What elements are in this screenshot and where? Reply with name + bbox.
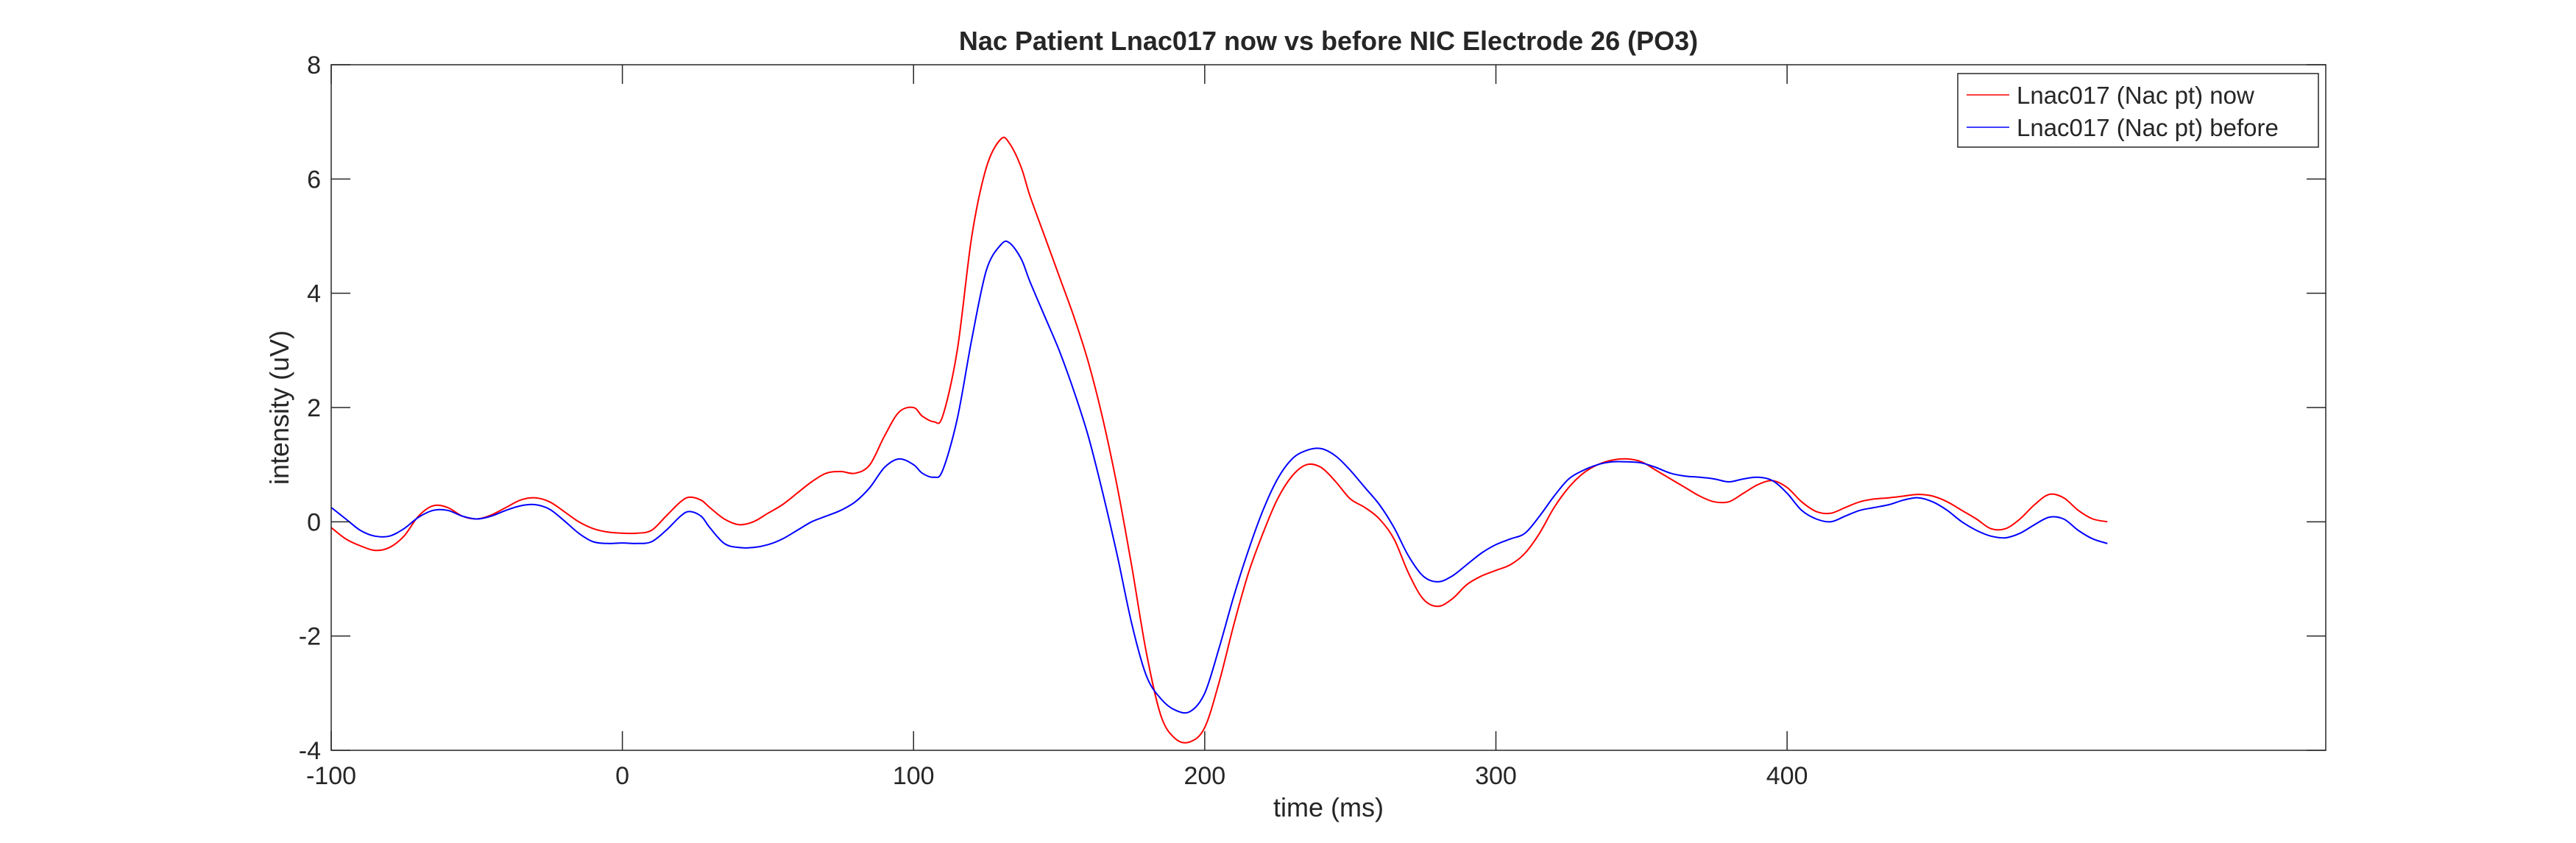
series-layer [330,136,2108,744]
y-tick-label: 2 [307,394,321,422]
x-tick-label: 200 [1183,762,1225,790]
y-tick-label: 6 [307,166,321,193]
plot-background [331,65,2326,750]
y-tick-label: -2 [299,623,321,651]
x-tick-label: -100 [306,762,356,790]
legend-box [1957,73,2319,148]
legend-label-now: Lnac017 (Nac pt) now [2017,82,2254,109]
x-axis-label: time (ms) [1273,792,1384,822]
x-tick-label: 0 [615,762,629,790]
x-tick-label: 400 [1766,762,1808,790]
chart-title: Nac Patient Lnac017 now vs before NIC El… [959,26,1698,56]
series-line-now [330,136,2108,744]
series-line-before [330,240,2108,714]
legend: Lnac017 (Nac pt) now Lnac017 (Nac pt) be… [1957,73,2319,148]
x-tick-label: 100 [893,762,935,790]
ticks-layer: -100 0 100 200 300 400 -4 -2 0 2 4 6 8 [299,51,2326,790]
y-tick-label: 4 [307,280,321,308]
y-tick-label: 0 [307,508,321,536]
x-tick-label: 300 [1475,762,1517,790]
y-axis-label: intensity (uV) [264,330,294,485]
y-tick-label: 8 [307,51,321,79]
y-tick-label: -4 [299,737,321,765]
legend-label-before: Lnac017 (Nac pt) before [2017,114,2279,141]
